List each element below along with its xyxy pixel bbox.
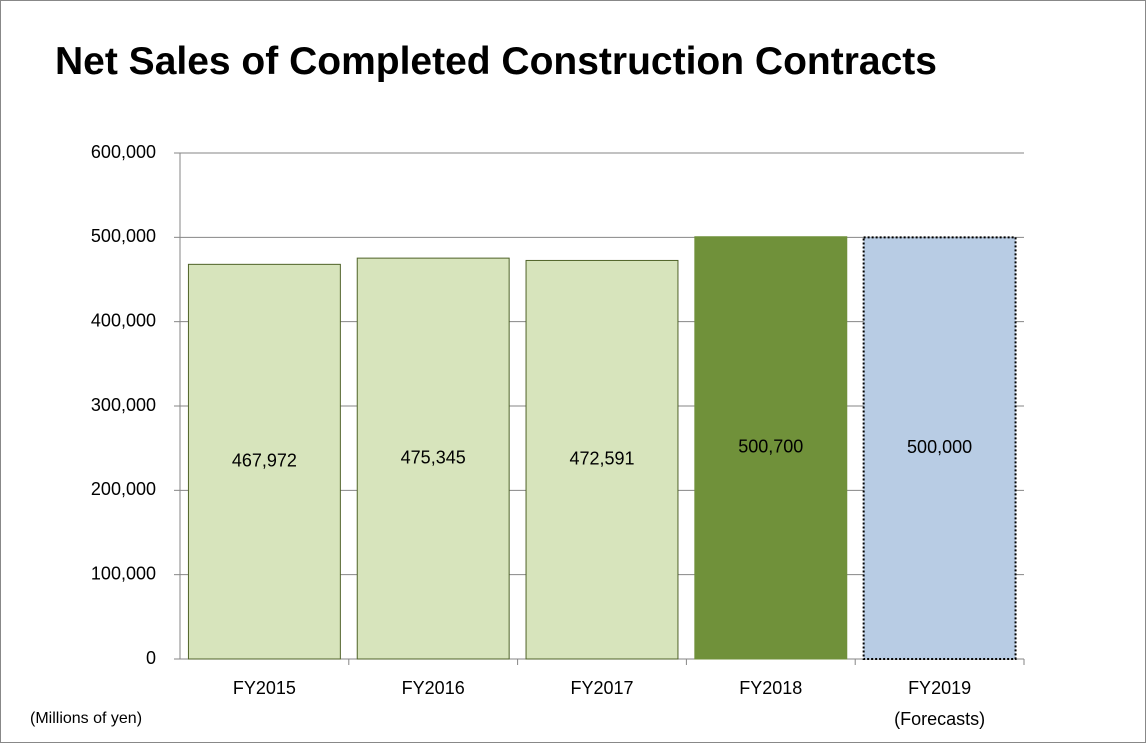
data-label: 500,700	[738, 437, 803, 457]
data-label: 500,000	[907, 437, 972, 457]
data-label: 472,591	[569, 448, 634, 468]
bar	[187, 263, 341, 660]
y-axis-label: (Millions of yen)	[30, 710, 142, 727]
y-tick-label: 500,000	[91, 226, 156, 246]
data-label: 475,345	[401, 447, 466, 467]
bar	[862, 236, 1017, 660]
x-tick-label: FY2017	[570, 678, 633, 698]
x-tick-label: FY2019	[908, 678, 971, 698]
x-tick-label: FY2015	[233, 678, 296, 698]
y-tick-label: 0	[146, 648, 156, 668]
y-tick-label: 400,000	[91, 310, 156, 330]
bar	[525, 259, 679, 660]
bar	[356, 257, 510, 660]
y-tick-label: 600,000	[91, 142, 156, 162]
x-tick-label: FY2016	[402, 678, 465, 698]
forecast-label: (Forecasts)	[894, 709, 985, 729]
bar	[694, 236, 848, 660]
y-tick-label: 200,000	[91, 479, 156, 499]
x-tick-label: FY2018	[739, 678, 802, 698]
y-tick-label: 100,000	[91, 563, 156, 583]
y-tick-label: 300,000	[91, 395, 156, 415]
data-label: 467,972	[232, 450, 297, 470]
chart-title: Net Sales of Completed Construction Cont…	[55, 40, 937, 83]
